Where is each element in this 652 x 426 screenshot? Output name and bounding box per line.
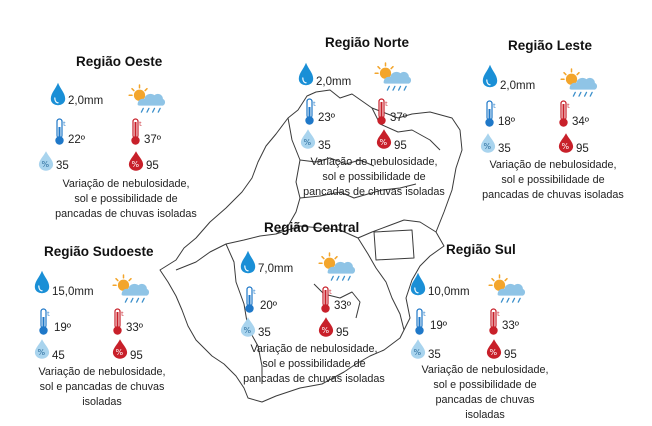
thermometer-hot-icon (318, 286, 334, 314)
border-central-sudoeste (225, 243, 263, 384)
rain-value: 15,0mm (52, 286, 94, 298)
forecast-description: Variação de nebulosidade, sol e possibil… (55, 178, 197, 220)
humidity-min-value: 35 (428, 349, 441, 361)
forecast-description: Variação de nebulosidade, sol e pancadas… (38, 366, 166, 408)
humidity-min-value: 45 (52, 350, 65, 362)
humidity-min-value: 35 (56, 160, 69, 172)
humidity-high-icon (112, 338, 128, 360)
humidity-max-value: 95 (130, 350, 143, 362)
thermometer-hot-icon (110, 308, 126, 336)
temp-max-value: 33º (126, 322, 143, 334)
rain-value: 7,0mm (258, 263, 294, 275)
region-title: Região Sul (446, 242, 516, 257)
humidity-low-icon (34, 338, 50, 360)
rain-value: 10,0mm (428, 286, 470, 298)
forecast-description: Variação de nebulosidade, sol e possibil… (243, 343, 385, 385)
temp-max-value: 33º (334, 300, 351, 312)
border-norte-oeste (275, 117, 301, 235)
thermometer-cold-icon (36, 308, 52, 336)
rain-drop-icon (410, 272, 426, 296)
rain-drop-icon (482, 64, 498, 88)
sun-cloud-rain-icon (560, 68, 598, 98)
rain-drop-icon (50, 82, 66, 106)
humidity-low-icon (38, 150, 54, 172)
humidity-max-value: 95 (336, 327, 349, 339)
forecast-description: Variação de nebulosidade, sol e possibil… (421, 364, 549, 421)
forecast-description: Variação de nebulosidade, sol e possibil… (303, 156, 445, 198)
border-central-east (357, 219, 437, 239)
temp-min-value: 22º (68, 134, 85, 146)
humidity-high-icon (318, 316, 334, 338)
thermometer-cold-icon (52, 118, 68, 146)
thermometer-cold-icon (242, 286, 258, 314)
humidity-min-value: 35 (318, 140, 331, 152)
humidity-min-value: 35 (498, 143, 511, 155)
region-title: Região Oeste (76, 54, 163, 69)
border-norte-central (299, 183, 417, 199)
humidity-low-icon (240, 316, 256, 338)
temp-min-value: 18º (498, 116, 515, 128)
rain-value: 2,0mm (500, 80, 536, 92)
distrito-federal-outline (373, 229, 415, 261)
temp-min-value: 19º (54, 322, 71, 334)
humidity-high-icon (376, 128, 392, 150)
temp-max-value: 37º (144, 134, 161, 146)
thermometer-hot-icon (486, 308, 502, 336)
humidity-low-icon (480, 132, 496, 154)
region-title: Região Sudoeste (44, 244, 154, 259)
rain-drop-icon (240, 250, 256, 274)
rain-drop-icon (298, 62, 314, 86)
humidity-max-value: 95 (504, 349, 517, 361)
sun-cloud-rain-icon (488, 274, 526, 304)
state-outline (159, 89, 463, 403)
region-title: Região Leste (508, 38, 593, 53)
humidity-high-icon (486, 338, 502, 360)
thermometer-cold-icon (412, 308, 428, 336)
temp-min-value: 23º (318, 112, 335, 124)
rain-value: 2,0mm (316, 76, 352, 88)
rain-drop-icon (34, 270, 50, 294)
humidity-low-icon (300, 128, 316, 150)
rain-value: 2,0mm (68, 95, 104, 107)
humidity-high-icon (128, 150, 144, 172)
sun-cloud-rain-icon (318, 252, 356, 282)
temp-max-value: 33º (502, 320, 519, 332)
humidity-min-value: 35 (258, 327, 271, 339)
thermometer-hot-icon (556, 100, 572, 128)
sun-cloud-rain-icon (112, 274, 150, 304)
sun-cloud-rain-icon (374, 62, 412, 92)
temp-max-value: 34º (572, 116, 589, 128)
thermometer-hot-icon (128, 118, 144, 146)
thermometer-cold-icon (302, 98, 318, 126)
temp-min-value: 20º (260, 300, 277, 312)
thermometer-hot-icon (374, 98, 390, 126)
sun-cloud-rain-icon (128, 84, 166, 114)
humidity-max-value: 95 (394, 140, 407, 152)
forecast-description: Variação de nebulosidade, sol e possibil… (482, 159, 624, 201)
thermometer-cold-icon (482, 100, 498, 128)
temp-max-value: 37º (390, 112, 407, 124)
humidity-high-icon (558, 132, 574, 154)
humidity-max-value: 95 (576, 143, 589, 155)
region-title: Região Norte (325, 35, 410, 50)
border-central-north (275, 225, 359, 239)
temp-min-value: 19º (430, 320, 447, 332)
border-central-sul (357, 237, 405, 331)
humidity-low-icon (410, 338, 426, 360)
humidity-max-value: 95 (146, 160, 159, 172)
region-title: Região Central (264, 220, 360, 235)
